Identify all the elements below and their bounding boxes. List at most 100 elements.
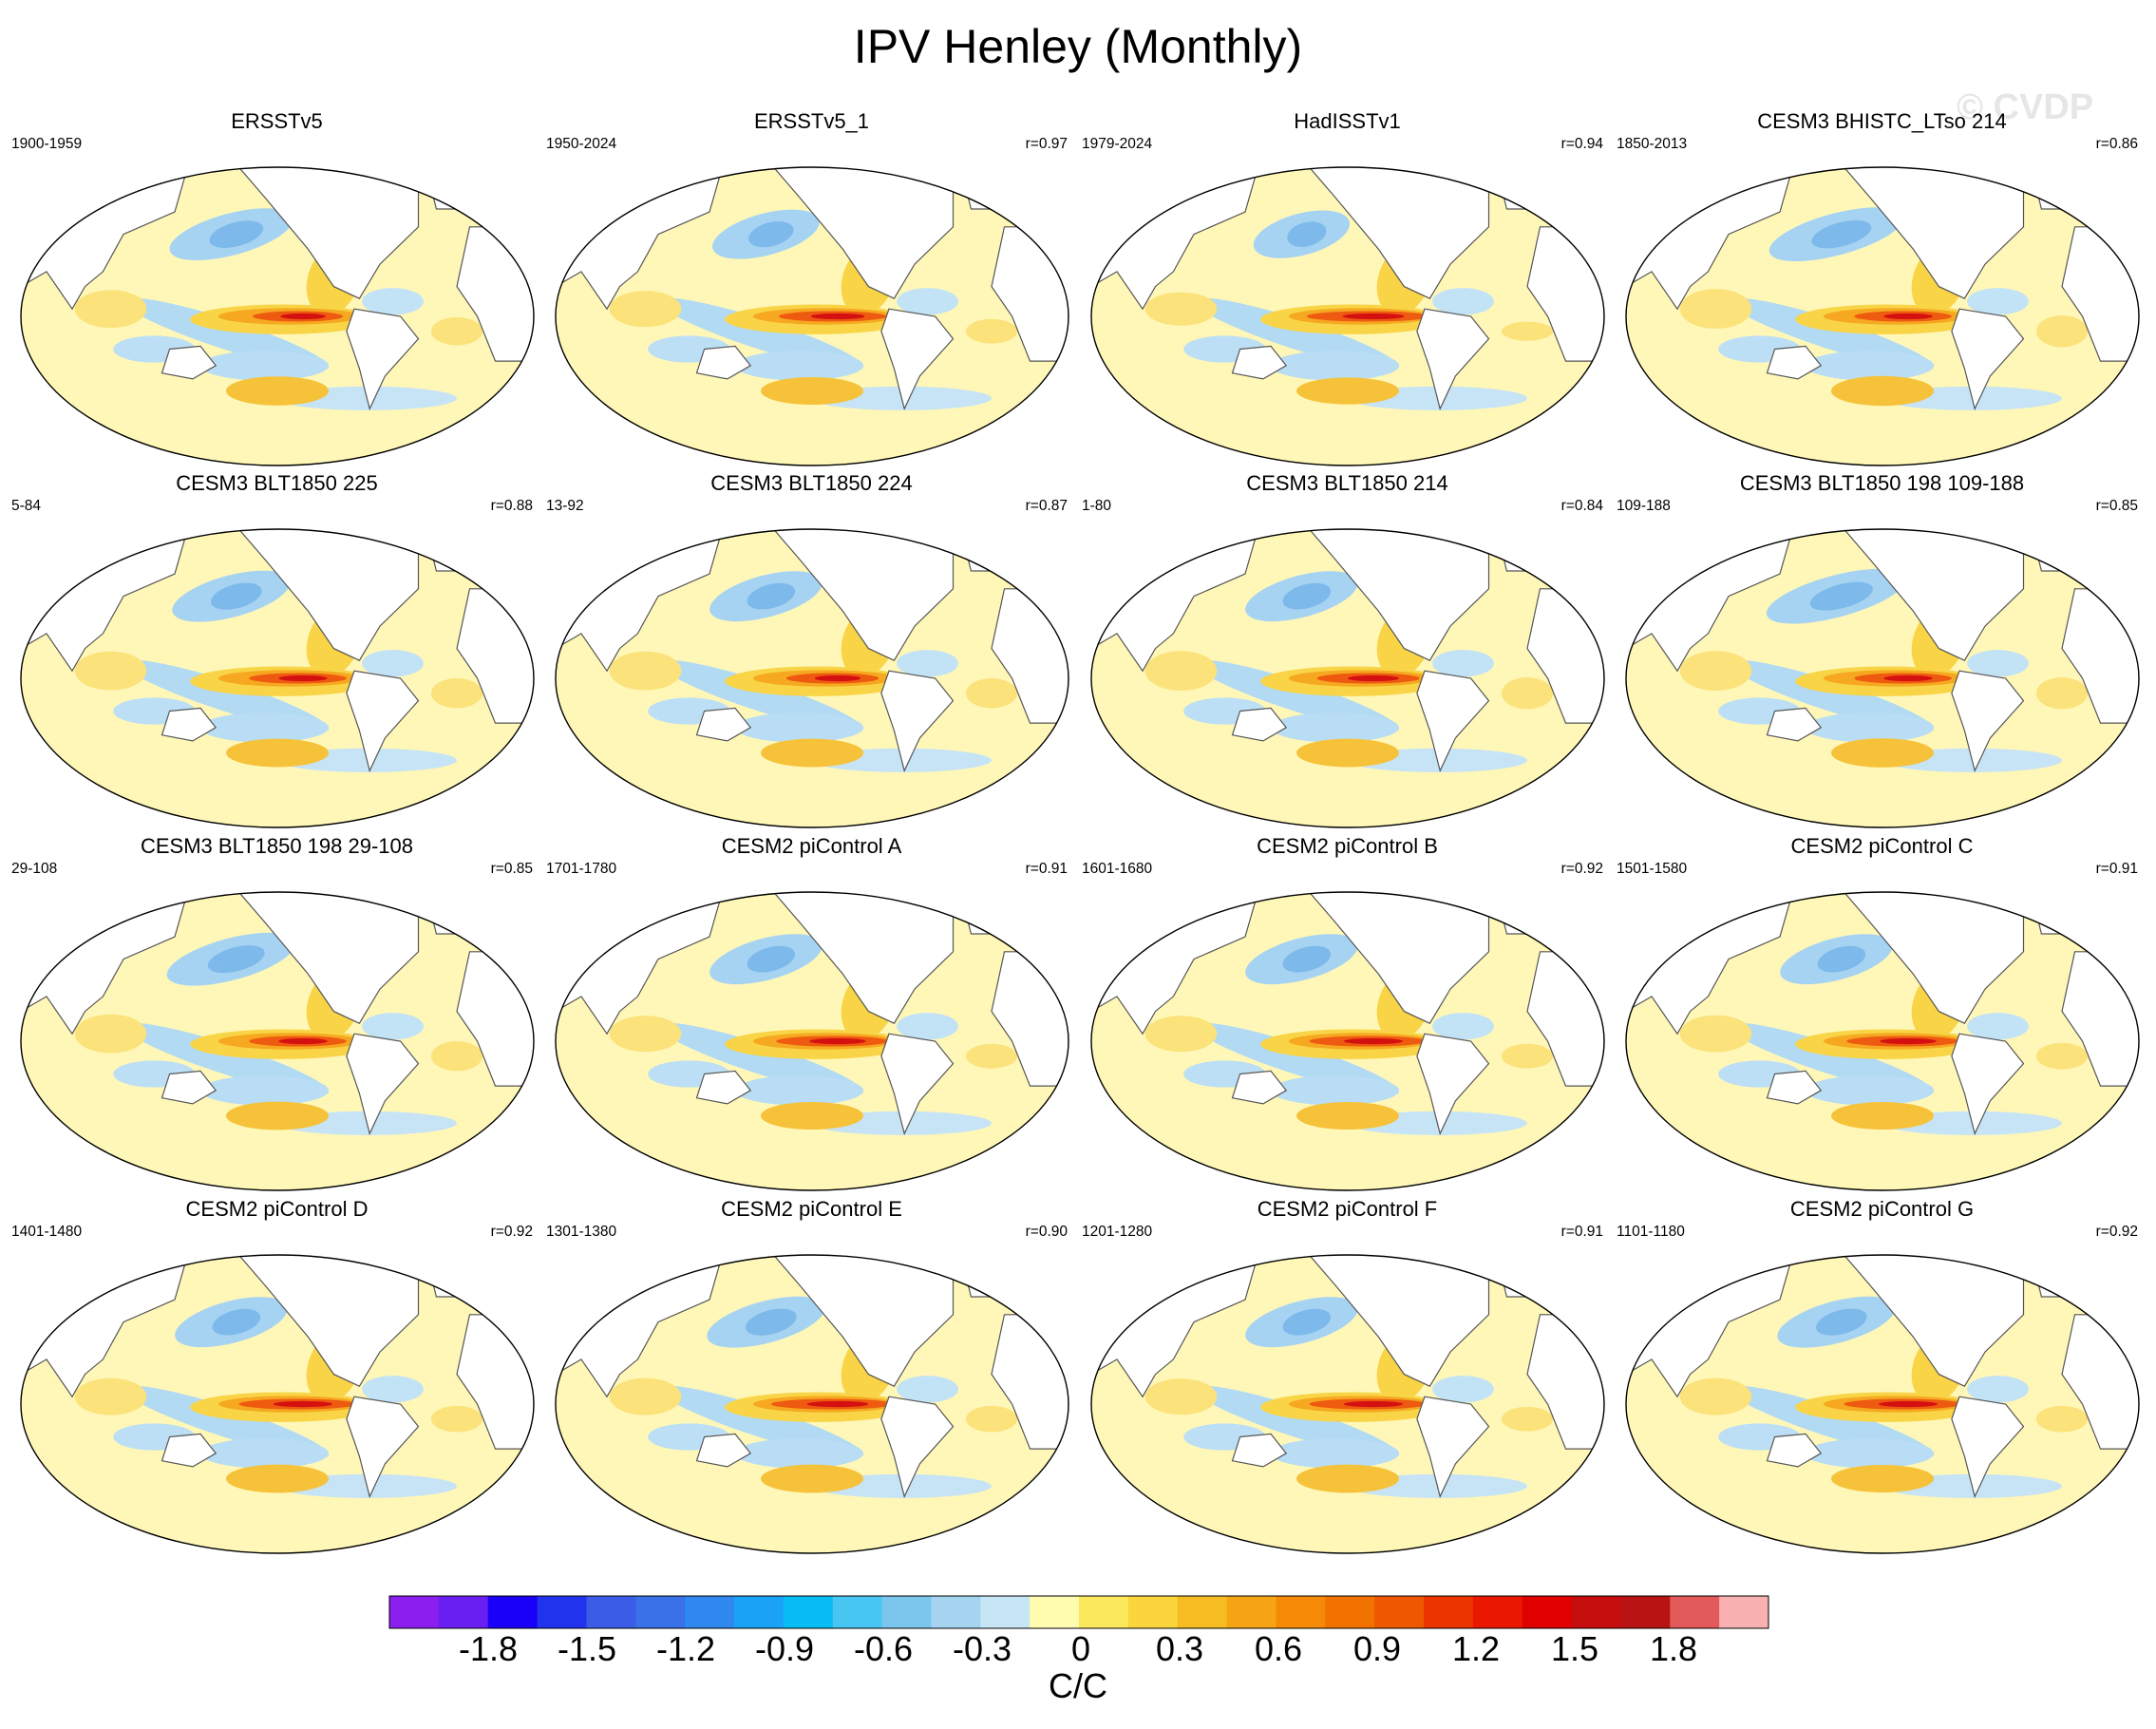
map-border [1090,891,1605,1191]
colorbar-tick-label: 1.2 [1451,1629,1501,1668]
panel-correlation: r=0.92 [2095,1224,2138,1240]
panel-title: HadISSTv1 [1294,109,1401,133]
colorbar-bin [881,1596,932,1628]
south-america-land [346,1396,420,1499]
map-border [555,1254,1069,1554]
south-pacific-cool [200,1075,329,1106]
map-svg [1625,891,2140,1191]
map-border [555,166,1069,466]
colorbar-bin [438,1596,489,1628]
south-pacific-warm [1831,1464,1934,1493]
equatorial-warm-peak [1880,1037,1937,1045]
south-pacific-cool [735,1075,863,1106]
atlantic-warm [2036,315,2088,348]
south-pacific-cool [200,712,329,743]
atlantic-warm [1502,1406,1553,1432]
south-america-land [1416,1396,1490,1499]
south-america-land [880,308,955,411]
map-border [1625,166,2140,466]
south-pacific-cool [735,351,863,381]
map-border [1625,1254,2140,1554]
australia-land [695,707,752,742]
map-svg [1090,1254,1605,1554]
south-america-land [880,1033,955,1136]
atlantic-cool [362,1376,424,1403]
colorbar-tick-label: 0.9 [1352,1629,1402,1668]
panel-title: CESM2 piControl E [721,1197,902,1221]
colorbar-tick-label: 0 [1070,1629,1091,1668]
atlantic-cool [1432,650,1494,677]
map-svg [20,1254,535,1554]
map-panel: CESM3 BLT1850 214 1-80 r=0.84 [1080,471,1615,832]
atlantic-warm [431,1405,482,1433]
australia-land [161,1433,217,1468]
south-pacific-cool [200,351,329,381]
panel-period: 1201-1280 [1082,1224,1153,1240]
map-panel: ERSSTv5_1 1950-2024 r=0.97 [544,109,1079,470]
atlantic-warm [966,318,1017,344]
colorbar-bin [783,1596,834,1628]
panel-title: CESM2 piControl G [1789,1197,1975,1221]
australia-land [1231,707,1288,742]
map-panel: CESM3 BHISTC_LTso 214 1850-2013 r=0.86 [1615,109,2149,470]
north-pacific-core [1287,221,1327,247]
map-svg [20,528,535,828]
colorbar-tick-label: -0.9 [754,1629,815,1668]
south-pacific-warm [761,1101,863,1130]
panel-period: 1601-1680 [1082,861,1153,877]
indian-warm [1144,651,1218,692]
south-pacific-cool [735,1438,863,1469]
indian-warm [1679,651,1752,692]
colorbar-bin [537,1596,587,1628]
panel-title: CESM3 BLT1850 198 109-188 [1739,471,2025,495]
equatorial-warm-peak [810,313,865,320]
atlantic-warm [1502,677,1553,710]
panel-period: 1101-1180 [1617,1224,1685,1240]
australia-land [161,345,217,380]
map-border [555,891,1069,1191]
indian-warm [74,290,147,329]
atlantic-warm [431,678,482,709]
panel-title: CESM3 BLT1850 214 [1246,471,1448,495]
panel-correlation: r=0.88 [490,498,533,514]
map-border [20,528,535,828]
atlantic-cool [1967,288,2029,315]
equatorial-warm-peak [806,1400,869,1408]
panel-title: CESM3 BLT1850 224 [710,471,913,495]
panel-title: CESM2 piControl F [1257,1197,1438,1221]
australia-land [1766,707,1823,742]
south-pacific-warm [1831,375,1934,407]
indian-warm [609,651,682,691]
panel-title: ERSSTv5_1 [753,109,870,133]
colorbar-bin [1522,1596,1573,1628]
south-america-land [1416,670,1490,773]
panel-correlation: r=0.91 [2095,861,2138,877]
equatorial-warm-peak [278,674,328,682]
atlantic-warm [2036,677,2088,710]
south-pacific-cool [1806,351,1934,381]
panel-title: CESM3 BHISTC_LTso 214 [1757,109,2007,133]
panel-correlation: r=0.84 [1560,498,1603,514]
indian-warm [609,291,682,328]
panel-period: 13-92 [546,498,584,514]
equatorial-warm-peak [280,313,326,320]
south-america-land [1951,1396,2025,1499]
atlantic-cool [1432,288,1494,315]
equatorial-warm-peak [1883,674,1933,682]
atlantic-warm [1502,321,1553,341]
panel-correlation: r=0.91 [1560,1224,1603,1240]
south-pacific-warm [226,1464,329,1493]
colorbar-tick-label: -1.2 [655,1629,716,1668]
panel-title: CESM2 piControl B [1257,834,1438,858]
map-svg [555,891,1069,1191]
colorbar-bin [1472,1596,1523,1628]
colorbar-bin [931,1596,981,1628]
atlantic-cool [1432,1013,1494,1040]
colorbar-bin [1276,1596,1326,1628]
map-panel: ERSSTv5 1900-1959 [9,109,544,470]
colorbar-bin [1424,1596,1474,1628]
colorbar-bin [586,1596,636,1628]
colorbar-bin [1325,1596,1375,1628]
colorbar-tick-label: -1.5 [557,1629,617,1668]
